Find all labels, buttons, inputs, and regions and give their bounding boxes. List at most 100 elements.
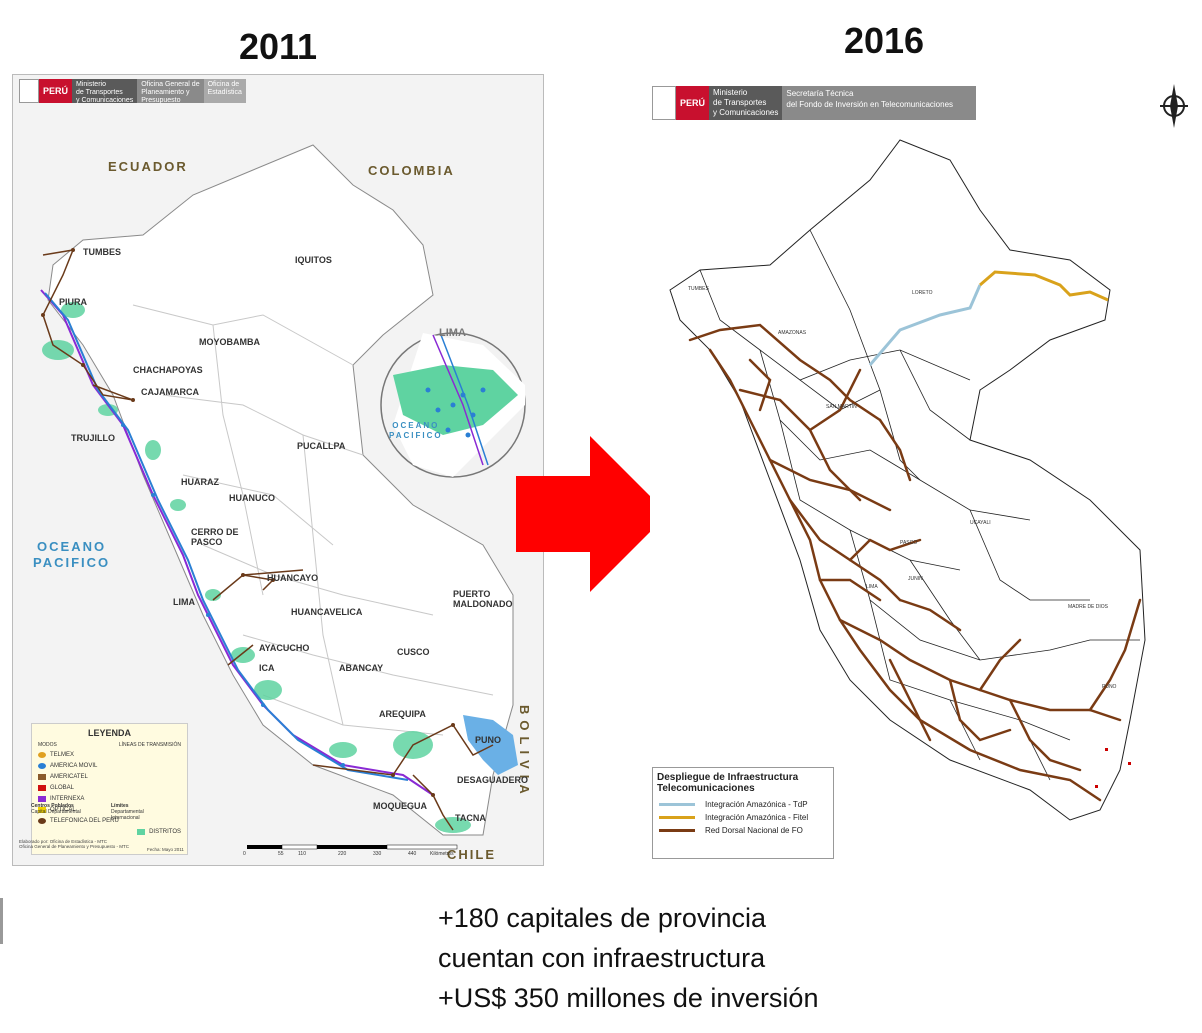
- city-ayacucho: AYACUCHO: [259, 643, 310, 653]
- map-2011: PERÚ Ministerio de Transportes y Comunic…: [12, 74, 544, 866]
- city-ica: ICA: [259, 663, 275, 673]
- map-2011-header: PERÚ Ministerio de Transportes y Comunic…: [19, 79, 246, 104]
- city-cusco: CUSCO: [397, 647, 430, 657]
- integracion-fitel-line: [979, 270, 1109, 302]
- legend-2016-title: Despliegue de Infraestructura Telecomuni…: [657, 772, 799, 794]
- legend-row-optical: OPTICAL: [38, 805, 181, 814]
- city-chachapoyas: CHACHAPOYAS: [133, 365, 203, 375]
- pin-icon: [38, 806, 46, 813]
- legend-row-tdp: Integración Amazónica - TdP: [659, 800, 827, 809]
- city-piura: PIURA: [59, 297, 88, 307]
- legend-2011: LEYENDA MODOS LÍNEAS DE TRANSMISIÓN TELM…: [31, 723, 188, 855]
- city-puerto-maldonado: PUERTO MALDONADO: [453, 589, 513, 609]
- office-label: Oficina General de Planeamiento y Presup…: [137, 79, 204, 104]
- red-dorsal-lines: [688, 323, 1142, 802]
- stats-label: Oficina de Estadística: [203, 79, 246, 103]
- city-arequipa: AREQUIPA: [379, 709, 426, 719]
- peru-badge: PERÚ: [676, 86, 710, 120]
- integracion-tdp-line: [868, 284, 982, 366]
- circle-icon: [38, 751, 46, 758]
- legend-row-america-movil: AMERICA MOVIL: [38, 761, 181, 770]
- ministry-label: Ministerio de Transportes y Comunicacion…: [709, 86, 783, 120]
- legend-col-modes: MODOS: [38, 742, 57, 748]
- left-edge-bar: [0, 898, 3, 944]
- legend-title: LEYENDA: [87, 728, 131, 738]
- country-chile: CHILE: [447, 847, 496, 862]
- line-swatch-icon: [659, 803, 695, 806]
- region-tumbes: TUMBES: [688, 286, 709, 292]
- region-amazonas: AMAZONAS: [778, 330, 807, 336]
- map-credit: Elaborado por: Oficina de Estadística - …: [19, 839, 130, 849]
- legend-row-distritos: DISTRITOS: [38, 827, 181, 836]
- city-tacna: TACNA: [455, 813, 486, 823]
- caption-line-2: cuentan con infraestructura: [438, 943, 766, 973]
- lake-titicaca: [463, 715, 518, 775]
- area-icon: [137, 828, 146, 835]
- legend-2016: Despliegue de Infraestructura Telecomuni…: [652, 767, 834, 859]
- transition-arrow: [516, 436, 668, 592]
- legend-row-red-dorsal: Red Dorsal Nacional de FO: [659, 826, 827, 835]
- caption: +180 capitales de provincia cuentan con …: [438, 898, 818, 1018]
- square-icon: [38, 784, 46, 791]
- peru-territory-2011: [47, 144, 514, 836]
- city-huaraz: HUARAZ: [181, 477, 219, 487]
- region-puno: PUNO: [1102, 684, 1117, 690]
- region-pasco: PASCO: [900, 540, 918, 546]
- city-trujillo: TRUJILLO: [71, 433, 115, 443]
- map-2016-svg: [669, 139, 1146, 821]
- city-abancay: ABANCAY: [339, 663, 384, 673]
- legend-row-telefonica: TELEFONICA DEL PERÚ: [38, 816, 181, 825]
- fiber-line-blue: [44, 292, 409, 781]
- city-lima: LIMA: [173, 597, 195, 607]
- region-junin: JUNIN: [908, 576, 923, 582]
- ministry-label: Ministerio de Transportes y Comunicacion…: [72, 79, 138, 104]
- city-desaguadero: DESAGUADERO: [457, 775, 529, 785]
- country-bolivia: BOLIVIA: [517, 705, 532, 800]
- scale-labels: 0 55 110 220 330 440 Kilómetros: [243, 851, 454, 857]
- city-moyobamba: MOYOBAMBA: [199, 337, 260, 347]
- region-madre-de-dios: MADRE DE DIOS: [1068, 604, 1109, 610]
- country-ecuador: ECUADOR: [108, 159, 188, 174]
- map-date: Fecha: Mayo 2011: [147, 847, 184, 852]
- compass-icon: [1160, 84, 1188, 128]
- caption-line-1: +180 capitales de provincia: [438, 903, 766, 933]
- peru-seal-icon: [652, 86, 676, 120]
- legend-col-lines: LÍNEAS DE TRANSMISIÓN: [118, 742, 181, 748]
- line-swatch-icon: [659, 816, 695, 819]
- caption-line-3: +US$ 350 millones de inversión: [438, 983, 819, 1013]
- map-2016-header: PERÚ Ministerio de Transportes y Comunic…: [652, 86, 977, 120]
- inset-lima-label: LIMA: [439, 327, 466, 339]
- lima-inset: [380, 332, 526, 478]
- triangle-icon: [38, 773, 46, 780]
- year-2011: 2011: [238, 26, 318, 67]
- secretaria-label: Secretaría Técnica del Fondo de Inversió…: [782, 86, 977, 120]
- circle-icon: [38, 817, 46, 824]
- circle-icon: [38, 762, 46, 769]
- year-2016: 2016: [843, 20, 925, 61]
- legend-row-internexa: INTERNEXA: [38, 794, 181, 803]
- city-huanuco: HUANUCO: [229, 493, 275, 503]
- city-iquitos: IQUITOS: [295, 255, 332, 265]
- map-2016: PERÚ Ministerio de Transportes y Comunic…: [650, 80, 1190, 860]
- legend-limites: Límites Departamental Internacional: [111, 803, 144, 821]
- peru-badge: PERÚ: [39, 79, 73, 103]
- line-swatch-icon: [659, 829, 695, 832]
- city-huancayo: HUANCAYO: [267, 573, 319, 583]
- fiber-line-brown: [42, 249, 494, 831]
- city-moquegua: MOQUEGUA: [373, 801, 427, 811]
- map-2011-svg: [40, 144, 526, 850]
- scale-bar: [247, 844, 458, 850]
- peru-territory-2016: [669, 139, 1146, 821]
- legend-row-fitel: Integración Amazónica - Fitel: [659, 813, 827, 822]
- ocean-pacifico: OCEANO PACIFICO: [33, 539, 111, 570]
- region-san-martin: SAN MARTIN: [826, 404, 857, 410]
- city-huancavelica: HUANCAVELICA: [291, 607, 363, 617]
- arrow-shape: [516, 436, 668, 592]
- legend-row-global: GLOBAL: [38, 783, 181, 792]
- region-ucayali: UCAYALI: [970, 520, 991, 526]
- city-tumbes: TUMBES: [83, 247, 121, 257]
- country-colombia: COLOMBIA: [368, 163, 455, 178]
- peru-seal-icon: [19, 79, 39, 103]
- city-puno: PUNO: [475, 735, 502, 745]
- city-cerro-de-pasco: CERRO DE PASCO: [191, 527, 239, 547]
